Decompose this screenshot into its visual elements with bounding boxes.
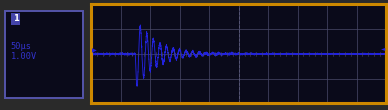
Text: ◄: ◄	[381, 46, 385, 51]
Text: ▶: ▶	[92, 48, 97, 53]
Text: 1: 1	[13, 14, 19, 23]
Text: 50μs
1.00V: 50μs 1.00V	[10, 42, 37, 61]
FancyBboxPatch shape	[5, 11, 83, 98]
